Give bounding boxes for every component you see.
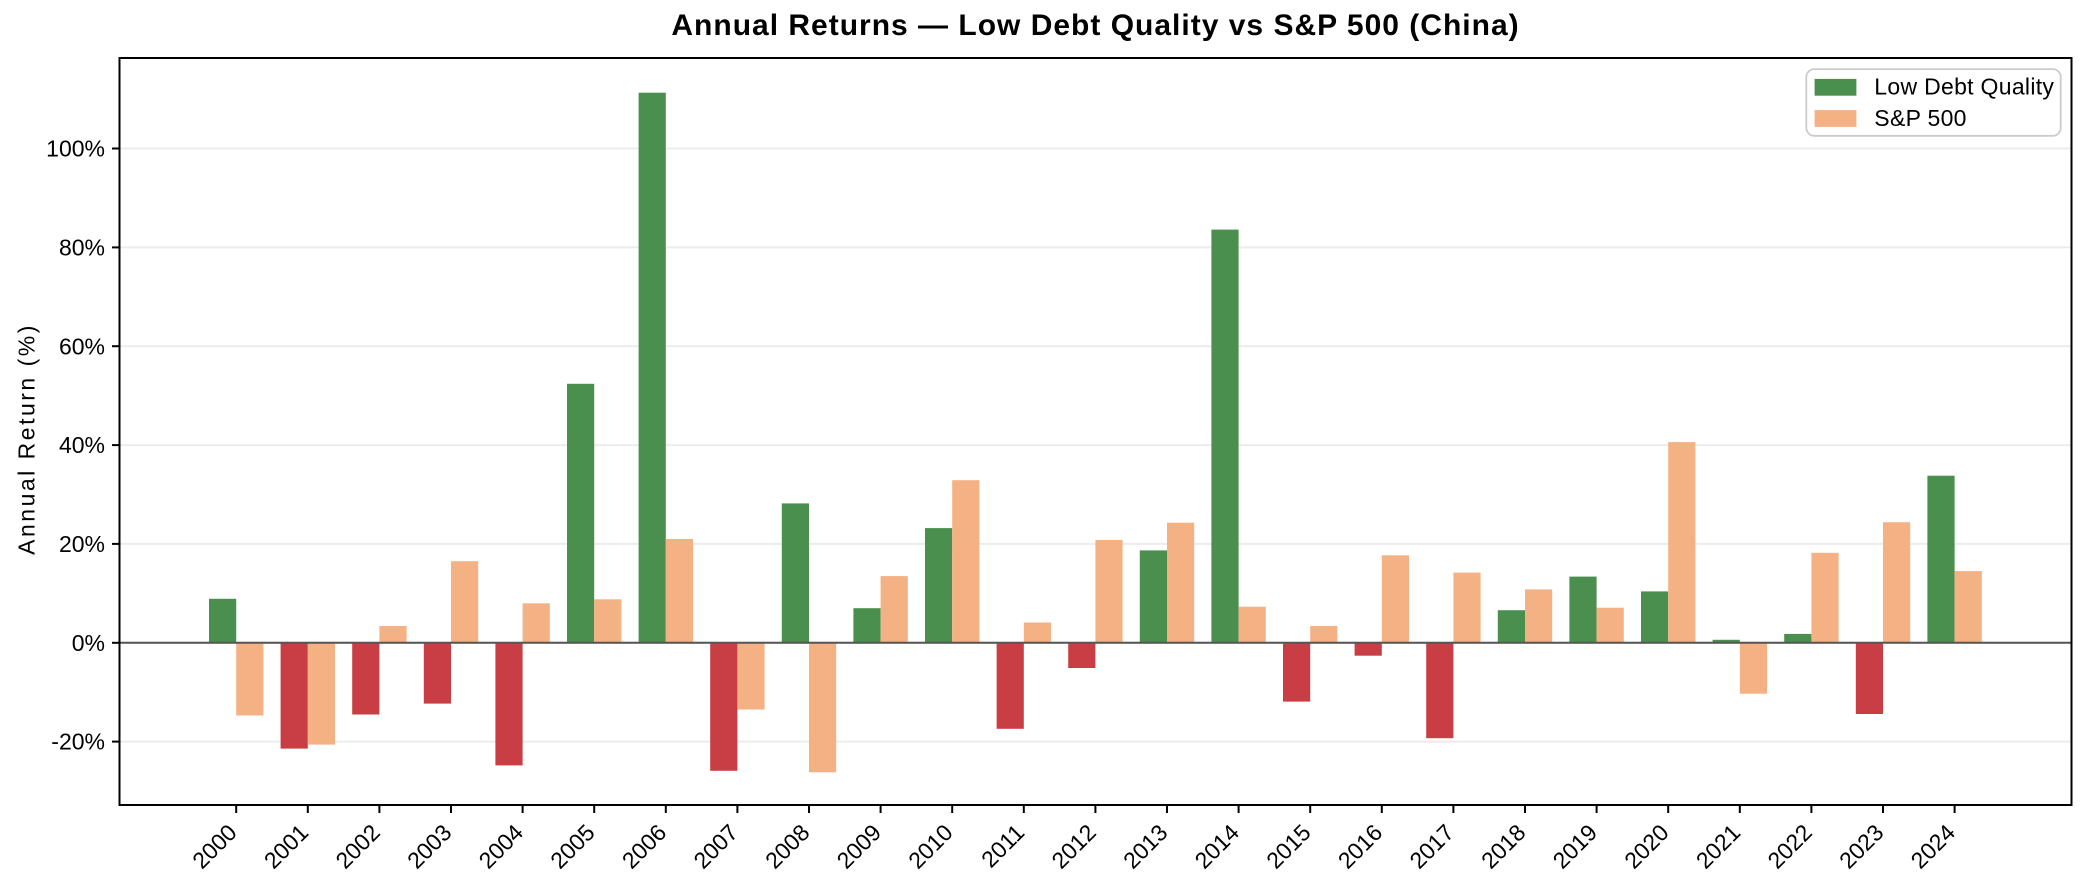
svg-text:0%: 0% [72,630,105,656]
svg-text:20%: 20% [59,531,105,557]
svg-text:40%: 40% [59,432,105,458]
svg-text:Low Debt Quality: Low Debt Quality [1874,74,2054,100]
svg-text:Annual Returns — Low Debt Qual: Annual Returns — Low Debt Quality vs S&P… [671,9,1519,42]
svg-text:S&P 500: S&P 500 [1874,105,1966,131]
svg-text:80%: 80% [59,234,105,260]
svg-text:-20%: -20% [51,729,105,755]
svg-text:60%: 60% [59,333,105,359]
svg-text:100%: 100% [46,136,105,162]
svg-text:Annual Return (%): Annual Return (%) [14,323,40,555]
